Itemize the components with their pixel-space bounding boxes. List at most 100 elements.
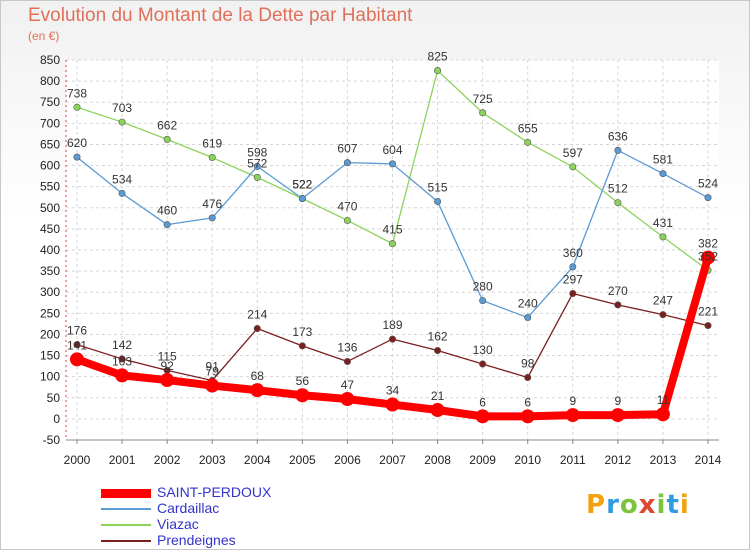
y-tick-label: 350 [40, 264, 60, 278]
data-label: 214 [247, 308, 267, 322]
data-point [298, 194, 306, 202]
x-tick-label: 2014 [695, 453, 722, 467]
data-point [253, 325, 261, 333]
data-point [704, 194, 712, 202]
data-point [610, 408, 625, 423]
data-point [704, 322, 712, 330]
logo-letter: i [679, 490, 690, 520]
y-tick-label: 0 [53, 412, 60, 426]
legend-item-saint-perdoux: SAINT-PERDOUX [101, 484, 321, 501]
data-label: 515 [428, 180, 448, 194]
data-point [475, 409, 490, 424]
y-tick-label: 700 [40, 116, 60, 130]
data-label: 92 [160, 359, 174, 373]
data-label: 247 [653, 294, 673, 308]
data-point [524, 314, 532, 322]
series-layer [70, 67, 715, 424]
legend-swatch [101, 540, 151, 542]
data-label: 297 [563, 272, 583, 286]
x-tick-label: 2004 [244, 453, 271, 467]
logo-letter: x [638, 490, 657, 520]
data-label: 136 [337, 340, 357, 354]
data-label: 470 [337, 199, 357, 213]
data-label: 162 [428, 329, 448, 343]
x-tick-label: 2012 [605, 453, 632, 467]
x-tick-label: 2007 [379, 453, 406, 467]
data-label: 130 [473, 343, 493, 357]
y-tick-label: 200 [40, 327, 60, 341]
data-label: 270 [608, 284, 628, 298]
line-chart: -50 0 50 100 150 200 250 300 350 400 450 500 550 600 6… [40, 50, 722, 467]
data-point [569, 289, 577, 297]
legend-item-prendeignes: Prendeignes [101, 532, 321, 549]
data-point [253, 173, 261, 181]
data-label: 619 [202, 137, 222, 151]
y-tick-label: 250 [40, 306, 60, 320]
data-label: 240 [518, 297, 538, 311]
data-label: 91 [206, 359, 220, 373]
data-label: 476 [202, 197, 222, 211]
x-tick-label: 2006 [334, 453, 361, 467]
data-label: 6 [524, 395, 531, 409]
chart-title: Evolution du Montant de la Dette par Hab… [28, 5, 413, 26]
data-label: 620 [67, 136, 87, 150]
data-label: 725 [473, 92, 493, 106]
data-point [73, 153, 81, 161]
data-label: 142 [112, 338, 132, 352]
y-tick-label: 100 [40, 370, 60, 384]
y-tick-label: 750 [40, 95, 60, 109]
data-point [614, 199, 622, 207]
data-point [163, 135, 171, 143]
data-point [434, 197, 442, 205]
data-point [569, 163, 577, 171]
grid [66, 59, 719, 441]
data-label: 522 [292, 177, 312, 191]
data-point [524, 138, 532, 146]
data-label: 415 [382, 223, 402, 237]
data-label: 173 [292, 325, 312, 339]
x-tick-label: 2003 [199, 453, 226, 467]
data-label: 662 [157, 118, 177, 132]
data-label: 56 [296, 374, 310, 388]
y-tick-label: 550 [40, 180, 60, 194]
data-point [614, 301, 622, 309]
data-label: 703 [112, 101, 132, 115]
x-tick-label: 2011 [560, 453, 586, 467]
x-tick-label: 2001 [109, 453, 136, 467]
data-label: 825 [428, 50, 448, 64]
data-label: 9 [615, 394, 622, 408]
y-tick-label: 450 [40, 222, 60, 236]
data-label: 524 [698, 177, 718, 191]
data-point [160, 373, 175, 388]
axes: -50 0 50 100 150 200 250 300 350 400 450 500 550 600 6… [40, 53, 722, 467]
data-point [614, 146, 622, 154]
data-label: 581 [653, 153, 673, 167]
data-point [430, 403, 445, 418]
data-point [385, 397, 400, 412]
y-tick-label: -50 [43, 433, 61, 447]
x-tick-label: 2013 [650, 453, 677, 467]
data-point [479, 109, 487, 117]
data-label: 534 [112, 172, 132, 186]
y-tick-label: 400 [40, 243, 60, 257]
data-point [565, 408, 580, 423]
legend-label: Cardaillac [157, 500, 220, 516]
data-point [388, 240, 396, 248]
data-label: 221 [698, 305, 718, 319]
y-tick-label: 850 [40, 53, 60, 67]
data-label: 141 [67, 338, 87, 352]
data-label: 280 [473, 280, 493, 294]
legend: SAINT-PERDOUX Cardaillac Viazac Prendeignes [101, 484, 321, 549]
data-label: 103 [112, 354, 132, 368]
data-label: 512 [608, 182, 628, 196]
x-tick-label: 2000 [64, 453, 91, 467]
data-label: 352 [698, 249, 718, 263]
data-point [520, 409, 535, 424]
data-point [659, 170, 667, 178]
data-point [208, 154, 216, 162]
data-label: 460 [157, 204, 177, 218]
data-point [250, 383, 265, 398]
data-point [343, 216, 351, 224]
data-label: 360 [563, 246, 583, 260]
